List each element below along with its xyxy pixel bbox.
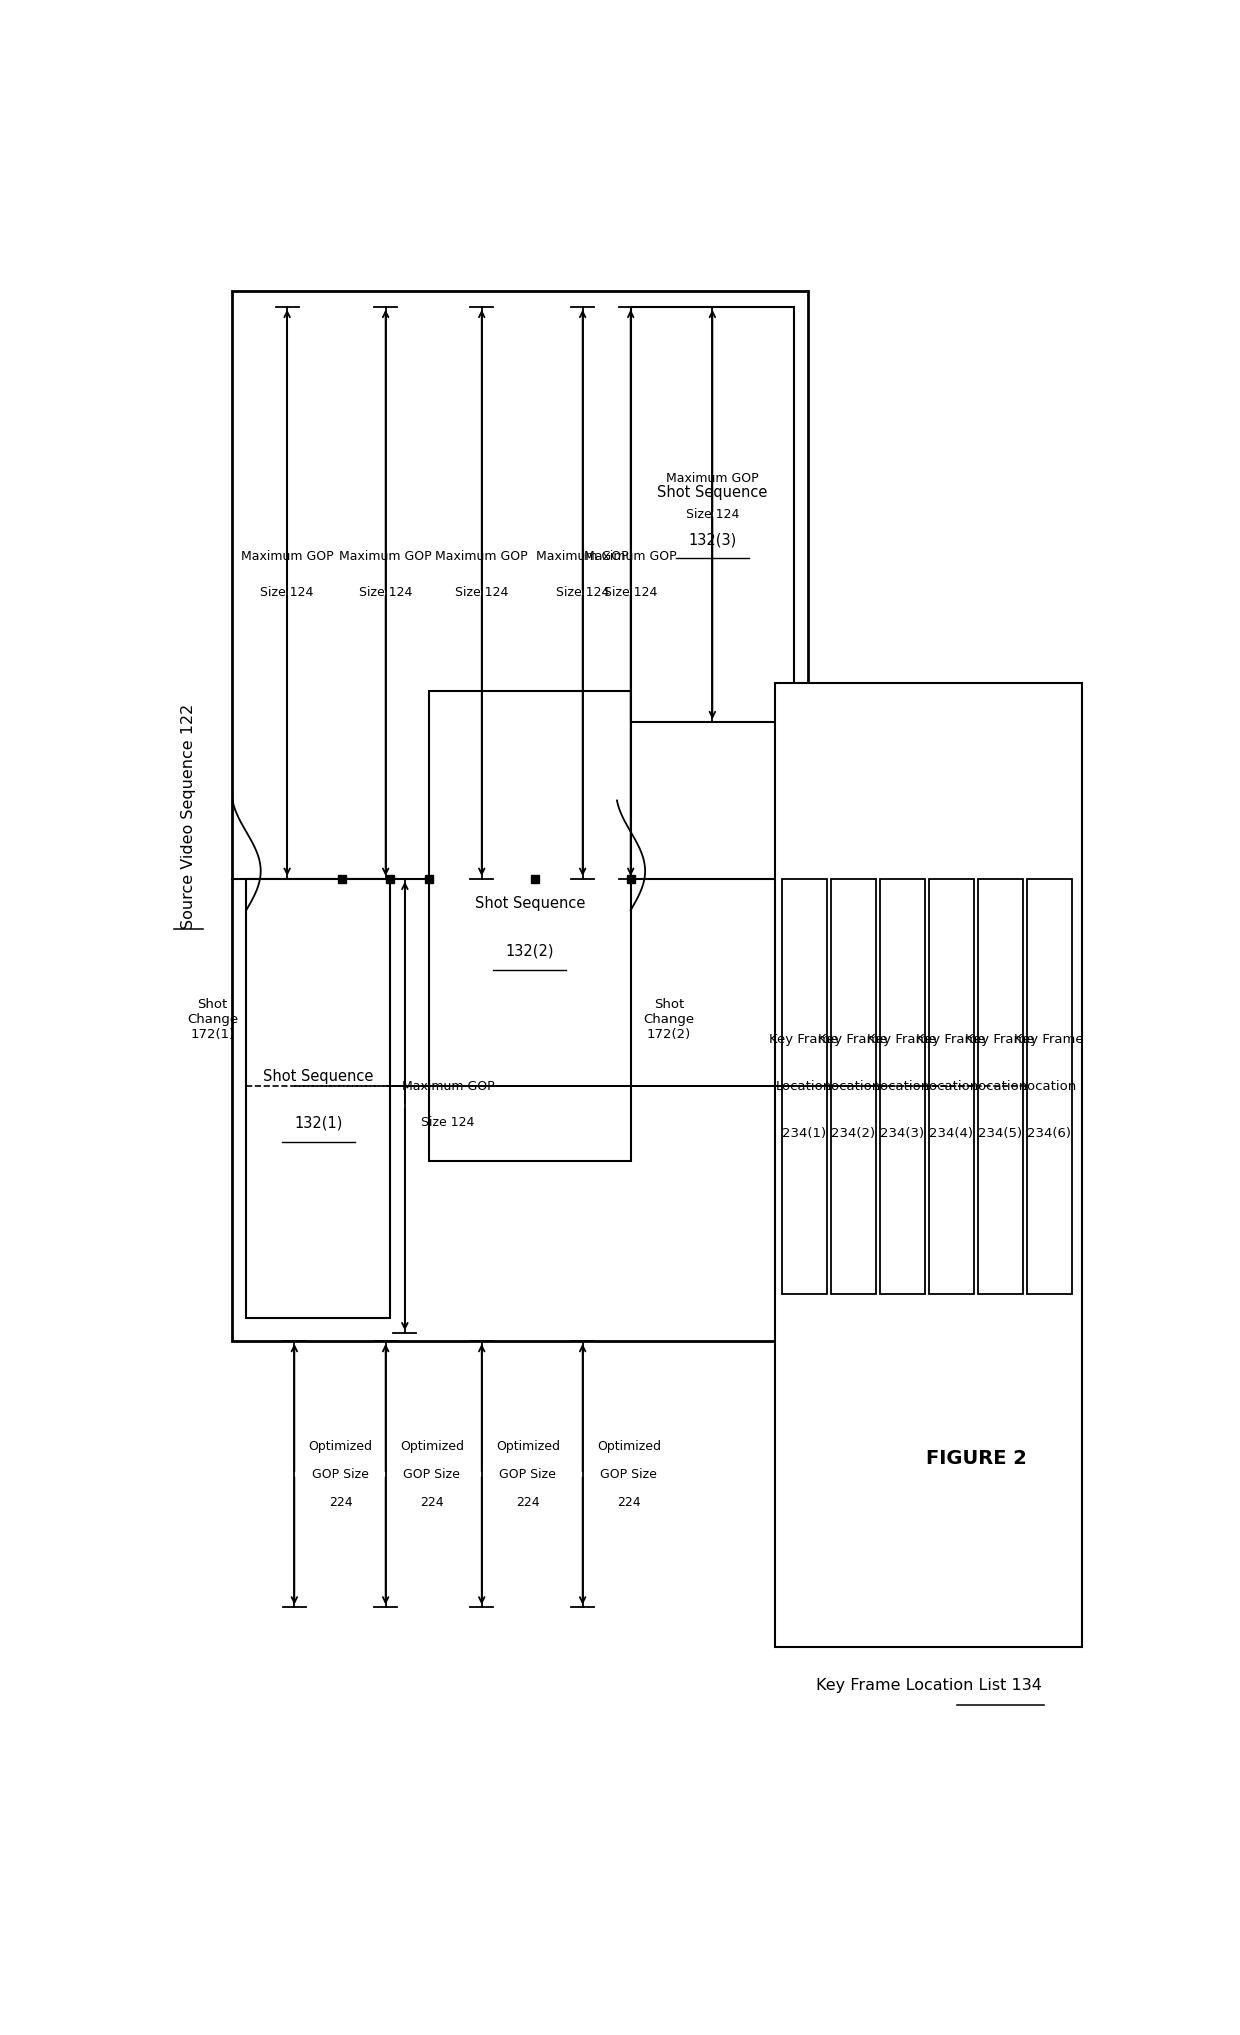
Text: 234(6): 234(6) bbox=[1027, 1127, 1071, 1140]
Text: Optimized: Optimized bbox=[399, 1439, 464, 1453]
Text: GOP Size: GOP Size bbox=[600, 1467, 657, 1481]
Text: 234(1): 234(1) bbox=[782, 1127, 826, 1140]
Text: 234(5): 234(5) bbox=[978, 1127, 1022, 1140]
Text: Source Video Sequence 122: Source Video Sequence 122 bbox=[181, 704, 196, 928]
Text: 224: 224 bbox=[420, 1496, 444, 1510]
Text: Maximum GOP: Maximum GOP bbox=[537, 549, 629, 564]
Text: 132(3): 132(3) bbox=[688, 531, 737, 547]
Text: Maximum GOP: Maximum GOP bbox=[402, 1081, 495, 1093]
Bar bbox=[977, 879, 1023, 1294]
Text: Location: Location bbox=[825, 1081, 882, 1093]
Bar bbox=[831, 879, 875, 1294]
Text: Location: Location bbox=[776, 1081, 832, 1093]
Text: Shot Sequence: Shot Sequence bbox=[657, 484, 768, 501]
Text: Size 124: Size 124 bbox=[422, 1115, 475, 1129]
Text: Maximum GOP: Maximum GOP bbox=[435, 549, 528, 564]
Text: Key Frame: Key Frame bbox=[867, 1034, 937, 1046]
Text: Shot
Change
172(1): Shot Change 172(1) bbox=[187, 999, 238, 1042]
Text: Location: Location bbox=[972, 1081, 1028, 1093]
Bar bbox=[781, 879, 827, 1294]
Text: Shot Sequence: Shot Sequence bbox=[475, 895, 585, 912]
Text: Shot Sequence: Shot Sequence bbox=[263, 1068, 373, 1085]
Bar bbox=[631, 307, 794, 722]
Text: Shot
Change
172(2): Shot Change 172(2) bbox=[644, 999, 694, 1042]
Text: Optimized: Optimized bbox=[309, 1439, 372, 1453]
Text: 224: 224 bbox=[516, 1496, 539, 1510]
Bar bbox=[879, 879, 925, 1294]
Text: 234(2): 234(2) bbox=[831, 1127, 875, 1140]
Bar bbox=[1027, 879, 1071, 1294]
Text: Key Frame: Key Frame bbox=[1014, 1034, 1084, 1046]
Text: 132(1): 132(1) bbox=[294, 1115, 342, 1131]
Text: Key Frame: Key Frame bbox=[818, 1034, 888, 1046]
Text: Maximum GOP: Maximum GOP bbox=[666, 472, 759, 484]
Text: GOP Size: GOP Size bbox=[403, 1467, 460, 1481]
Text: Size 124: Size 124 bbox=[260, 586, 314, 600]
Text: Location: Location bbox=[874, 1081, 930, 1093]
Text: 234(4): 234(4) bbox=[929, 1127, 973, 1140]
Text: 224: 224 bbox=[618, 1496, 641, 1510]
Bar bbox=[247, 879, 391, 1317]
Text: Key Frame: Key Frame bbox=[769, 1034, 839, 1046]
Text: Size 124: Size 124 bbox=[455, 586, 508, 600]
Text: Maximum GOP: Maximum GOP bbox=[241, 549, 334, 564]
Text: 132(2): 132(2) bbox=[506, 944, 554, 958]
Text: Location: Location bbox=[1021, 1081, 1078, 1093]
Text: FIGURE 2: FIGURE 2 bbox=[926, 1449, 1027, 1467]
Text: Size 124: Size 124 bbox=[556, 586, 609, 600]
Bar bbox=[775, 684, 1083, 1646]
Bar bbox=[232, 291, 808, 1341]
Text: Optimized: Optimized bbox=[596, 1439, 661, 1453]
Text: GOP Size: GOP Size bbox=[500, 1467, 557, 1481]
Text: Size 124: Size 124 bbox=[604, 586, 657, 600]
Text: Key Frame: Key Frame bbox=[966, 1034, 1035, 1046]
Bar bbox=[929, 879, 973, 1294]
Bar bbox=[429, 690, 631, 1160]
Text: Optimized: Optimized bbox=[496, 1439, 560, 1453]
Text: 224: 224 bbox=[329, 1496, 352, 1510]
Text: Size 124: Size 124 bbox=[358, 586, 413, 600]
Text: 234(3): 234(3) bbox=[880, 1127, 924, 1140]
Text: Key Frame Location List 134: Key Frame Location List 134 bbox=[816, 1679, 1042, 1693]
Text: Key Frame: Key Frame bbox=[916, 1034, 986, 1046]
Text: Size 124: Size 124 bbox=[686, 509, 739, 521]
Text: GOP Size: GOP Size bbox=[312, 1467, 370, 1481]
Text: Maximum GOP: Maximum GOP bbox=[340, 549, 432, 564]
Text: Maximum GOP: Maximum GOP bbox=[584, 549, 677, 564]
Text: Location: Location bbox=[923, 1081, 980, 1093]
